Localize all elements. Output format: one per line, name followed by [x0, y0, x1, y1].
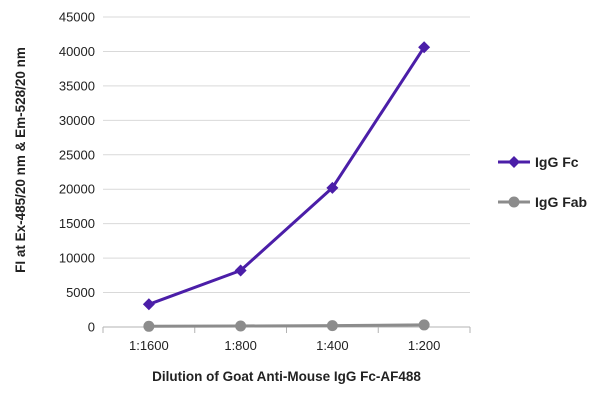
series-line: [148, 323, 425, 328]
y-tick-label: 15000: [59, 216, 95, 231]
y-tick-label: 5000: [66, 285, 95, 300]
x-tick-label: 1:1600: [129, 338, 169, 353]
legend: IgG Fc IgG Fab: [498, 154, 587, 210]
y-tick-label: 20000: [59, 182, 95, 197]
y-tick-label: 40000: [59, 44, 95, 59]
y-tick-label: 30000: [59, 113, 95, 128]
data-point: [234, 264, 247, 277]
series-layer: [142, 41, 431, 332]
y-tick-label: 35000: [59, 78, 95, 93]
y-tick-labels: 0 5000 10000 15000 20000 25000 30000 35000 40000…: [59, 10, 95, 335]
legend-marker: [508, 196, 520, 208]
y-tick-label: 45000: [59, 10, 95, 25]
data-point: [142, 298, 155, 311]
x-tick-label: 1:400: [316, 338, 349, 353]
gridlines: [103, 16, 470, 294]
legend-marker: [508, 156, 520, 168]
y-tick-label: 25000: [59, 147, 95, 162]
data-point: [143, 320, 155, 332]
legend-label: IgG Fc: [535, 154, 579, 170]
x-tick-label: 1:200: [408, 338, 441, 353]
y-axis-title: FI at Ex-485/20 nm & Em-528/20 nm: [13, 47, 28, 273]
x-axis-title: Dilution of Goat Anti-Mouse IgG Fc-AF488: [152, 369, 421, 384]
data-point: [235, 320, 247, 332]
y-tick-label: 10000: [59, 251, 95, 266]
data-point: [418, 41, 431, 54]
series-line: [148, 46, 426, 306]
data-point: [326, 320, 338, 332]
y-tick-label: 0: [88, 320, 95, 335]
x-tick-labels: 1:1600 1:800 1:400 1:200: [102, 327, 471, 353]
data-point: [418, 319, 430, 331]
x-tick-label: 1:800: [224, 338, 257, 353]
legend-label: IgG Fab: [535, 194, 587, 210]
data-point: [326, 181, 339, 194]
